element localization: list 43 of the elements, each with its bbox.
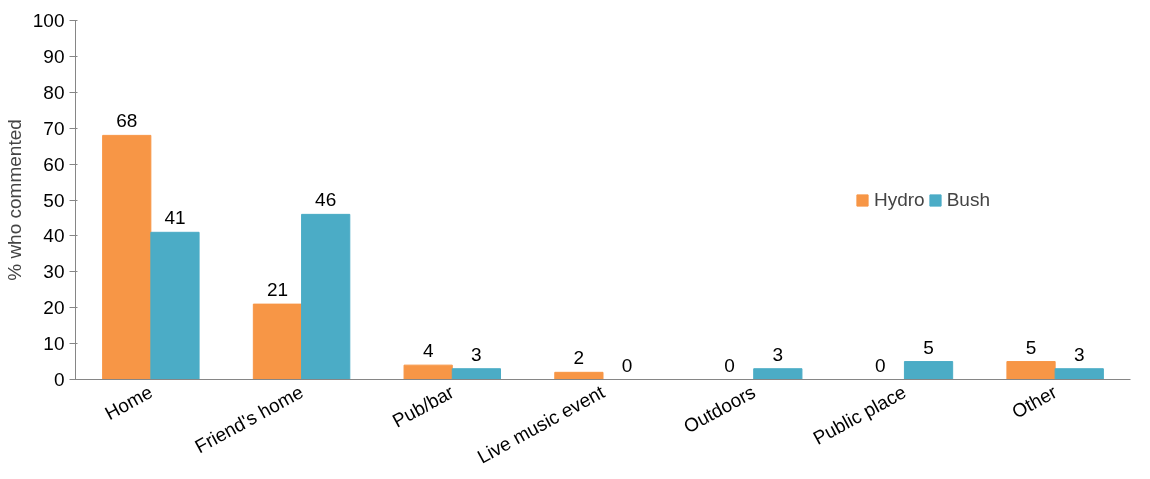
y-tick-label: 60 bbox=[43, 153, 65, 175]
data-label: 5 bbox=[1025, 336, 1037, 358]
bar bbox=[1006, 361, 1056, 380]
y-tick-label: 40 bbox=[43, 225, 65, 247]
y-tick-label: 90 bbox=[43, 45, 65, 67]
bar bbox=[451, 368, 502, 380]
y-tick-label: 80 bbox=[43, 81, 65, 103]
data-label: 41 bbox=[164, 207, 186, 229]
legend-label: Bush bbox=[946, 188, 990, 211]
data-label: 0 bbox=[621, 354, 633, 376]
data-label: 4 bbox=[422, 340, 434, 362]
bar bbox=[903, 361, 954, 380]
bar bbox=[301, 213, 351, 380]
bar bbox=[102, 134, 152, 380]
y-tick-label: 10 bbox=[43, 333, 65, 355]
data-label: 3 bbox=[772, 343, 784, 365]
data-label: 21 bbox=[266, 279, 289, 301]
y-tick-label: 50 bbox=[43, 189, 65, 211]
data-label: 2 bbox=[573, 347, 585, 369]
legend-label: Hydro bbox=[874, 188, 925, 211]
x-tick-label: Other bbox=[1008, 380, 1061, 423]
x-tick-label: Home bbox=[101, 381, 156, 425]
y-tick-label: 20 bbox=[43, 297, 65, 319]
data-label: 5 bbox=[923, 336, 934, 358]
bar bbox=[403, 364, 453, 380]
y-tick-label: 70 bbox=[43, 117, 65, 139]
bar bbox=[554, 371, 604, 380]
x-tick-label: Live music event bbox=[473, 380, 609, 468]
x-tick-label: Public place bbox=[809, 381, 910, 449]
data-label: 3 bbox=[1073, 343, 1085, 365]
data-label: 3 bbox=[471, 343, 482, 365]
y-tick-label: 0 bbox=[53, 369, 65, 390]
y-tick-label: 30 bbox=[43, 261, 65, 283]
y-axis-title: % who commented bbox=[3, 119, 25, 281]
data-label: 68 bbox=[116, 110, 138, 132]
bar bbox=[753, 368, 803, 380]
data-label: 46 bbox=[315, 189, 337, 211]
data-label: 0 bbox=[875, 354, 886, 376]
bar bbox=[150, 231, 200, 380]
data-label: 0 bbox=[724, 354, 735, 376]
bar bbox=[1054, 368, 1104, 380]
y-tick-label: 100 bbox=[32, 10, 65, 31]
bar bbox=[252, 303, 303, 380]
